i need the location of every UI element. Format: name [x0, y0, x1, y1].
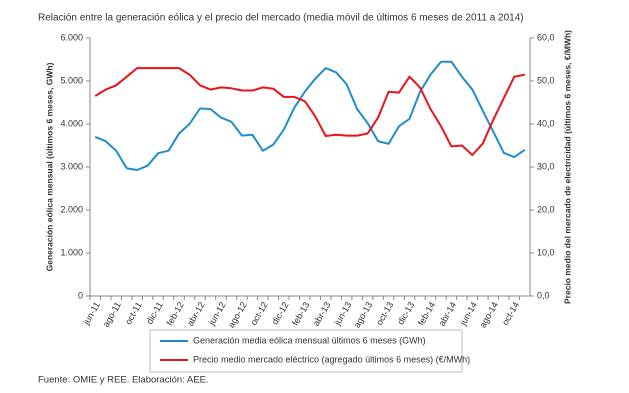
x-tick-label: feb-13 [290, 300, 311, 327]
x-tick-label: abr-13 [311, 300, 333, 328]
x-tick-label: ago-12 [226, 300, 249, 329]
x-tick-label: dic-13 [395, 300, 416, 326]
x-tick-label: oct-12 [248, 300, 269, 327]
x-tick-label: ago-11 [101, 300, 123, 329]
source: Fuente: OMIE y REE. Elaboración: AEE. [38, 375, 209, 386]
legend-box [149, 329, 463, 373]
y2-axis-title: Precio medio del mercado de electricidad… [562, 30, 572, 304]
x-tick-label: abr-12 [185, 300, 207, 328]
y2-tick-label: 30,0 [537, 161, 555, 171]
y2-tick-label: 40,0 [537, 118, 555, 128]
x-tick-label: ago-14 [477, 300, 500, 329]
y2-tick-label: 10,0 [537, 247, 555, 257]
x-tick-label: oct-13 [374, 300, 395, 327]
x-tick-label: ago-13 [352, 300, 375, 329]
y2-tick-label: 20,0 [537, 204, 555, 214]
y-axis-title: Generación eólica mensual (últimos 6 mes… [44, 62, 54, 271]
y-tick-label: 6.000 [60, 32, 83, 42]
y-tick-label: 1.000 [60, 247, 83, 257]
y-tick-label: 4.000 [60, 118, 83, 128]
x-tick-label: jun-12 [206, 300, 228, 328]
legend-label: Precio medio mercado eléctrico (agregado… [193, 354, 470, 364]
x-tick-label: feb-12 [164, 300, 185, 327]
y-tick-label: 3.000 [60, 161, 83, 171]
y-tick-label: 2.000 [60, 204, 83, 214]
series-line [94, 67, 525, 156]
x-tick-label: jun-14 [457, 300, 479, 328]
x-tick-label: dic-12 [270, 300, 291, 326]
y2-tick-label: 60,0 [537, 32, 555, 42]
x-tick-label: jun-11 [81, 300, 102, 327]
x-tick-label: oct-11 [123, 300, 144, 326]
chart-title: Relación entre la generación eólica y el… [38, 13, 524, 24]
y2-tick-label: 50,0 [537, 75, 555, 85]
series-line [94, 60, 526, 171]
x-tick-label: oct-14 [500, 300, 521, 327]
y-tick-label: 0 [78, 290, 83, 300]
x-tick-label: jun-13 [332, 300, 354, 328]
legend-label: Generación media eólica mensual últimos … [193, 335, 426, 345]
y2-tick-label: 0,0 [537, 290, 550, 300]
x-tick-label: feb-14 [416, 300, 437, 327]
x-tick-label: dic-11 [144, 300, 165, 326]
y-tick-label: 5.000 [60, 75, 83, 85]
x-tick-label: abr-14 [437, 300, 459, 328]
